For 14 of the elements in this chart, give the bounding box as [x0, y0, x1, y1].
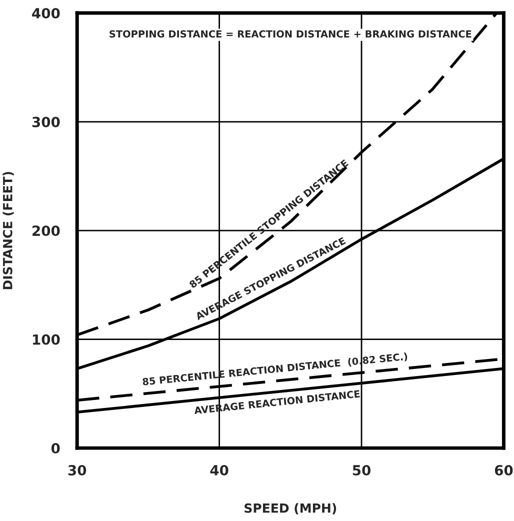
x-tick-label: 50 — [352, 464, 371, 476]
x-tick-label: 40 — [210, 464, 228, 476]
text: 85 PERCENTILE REACTION DISTANCE (0.82 SEC.) — [142, 352, 408, 387]
y-tick-label: 200 — [32, 226, 60, 236]
x-tick-label: 30 — [68, 464, 86, 476]
y-tick-label: 400 — [32, 8, 60, 18]
y-tick-label: 300 — [32, 116, 60, 128]
y-axis-title: DISTANCE (FEET) — [2, 172, 14, 290]
x-tick-label: 60 — [494, 464, 513, 476]
text: AVERAGE REACTION DISTANCE — [194, 390, 360, 414]
annotation: STOPPING DISTANCE = REACTION DISTANCE + BRAKING DISTANCE — [110, 30, 472, 38]
y-tick-label: 0 — [51, 443, 60, 454]
y-tick-label: 100 — [33, 334, 60, 345]
x-axis-title: SPEED (MPH) — [244, 503, 336, 514]
